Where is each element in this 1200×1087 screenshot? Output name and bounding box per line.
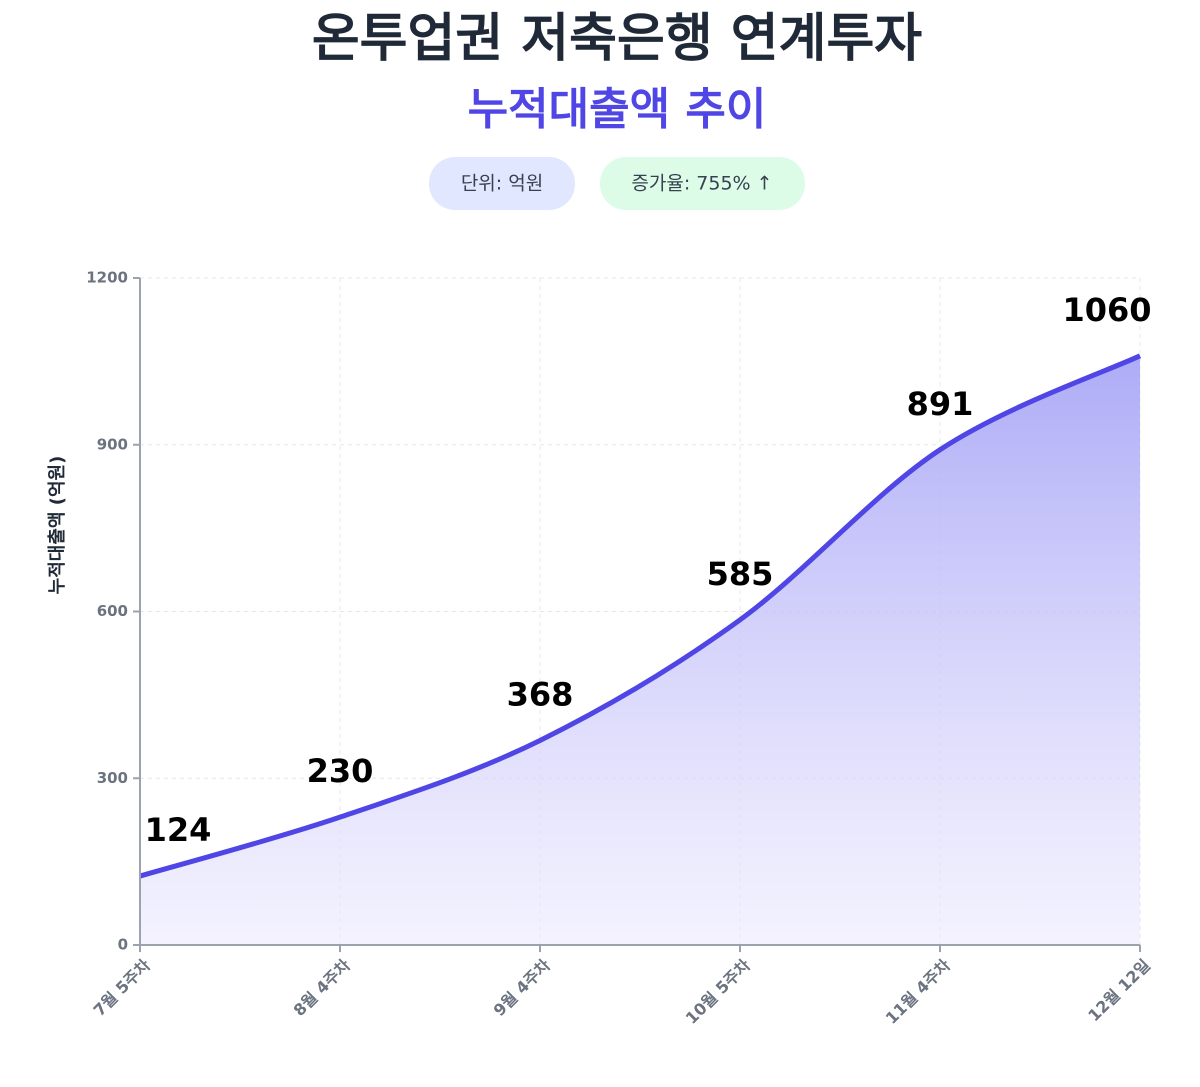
y-tick-label: 1200 [86, 269, 128, 287]
chart-subtitle: 누적대출액 추이 [468, 84, 767, 135]
data-label: 124 [145, 811, 212, 849]
x-tick-label: 9월 4주차 [490, 955, 555, 1020]
growth-badge: 증가율: 755% ↑ [631, 173, 772, 195]
data-label: 230 [307, 752, 374, 790]
data-label: 368 [507, 675, 574, 713]
unit-badge-bg [429, 157, 575, 210]
x-tick-label: 11월 4주차 [882, 955, 954, 1027]
unit-badge: 단위: 억원 [461, 173, 543, 195]
y-tick-label: 0 [118, 936, 128, 954]
x-tick-label: 10월 5주차 [682, 955, 754, 1027]
data-label: 585 [707, 555, 774, 593]
growth-badge-bg [600, 157, 805, 210]
chart-title: 온투업권 저축은행 연계투자 [312, 9, 922, 69]
y-tick-label: 300 [97, 769, 128, 787]
y-axis-label: 누적대출액 (억원) [47, 456, 68, 595]
y-tick-label: 900 [97, 435, 128, 453]
data-label: 1060 [1062, 291, 1151, 329]
line [139, 353, 1142, 879]
x-tick-label: 12월 12일 [1084, 956, 1154, 1026]
area-fill [140, 355, 1140, 946]
data-label: 891 [907, 385, 974, 423]
y-tick-label: 600 [97, 602, 128, 620]
x-tick-label: 8월 4주차 [290, 955, 355, 1020]
x-tick-label: 7월 5주차 [90, 955, 155, 1020]
